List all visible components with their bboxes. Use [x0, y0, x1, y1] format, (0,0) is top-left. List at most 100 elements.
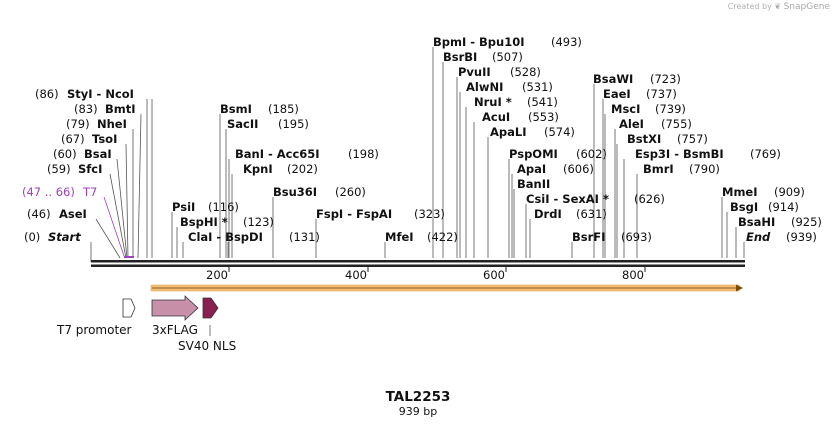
- orf-arrowhead: [736, 284, 743, 292]
- site-pos: (195): [278, 117, 309, 131]
- site-name: PspOMI: [509, 147, 558, 161]
- site-pos: (631): [576, 207, 607, 221]
- site-pos: (86): [35, 87, 59, 101]
- snapgene-logo-icon: ❦: [774, 2, 782, 11]
- axis-tick-label: 600: [483, 268, 505, 282]
- site-name: BpmI - Bpu10I: [433, 35, 525, 49]
- backbone-top: [91, 260, 745, 263]
- site-pos: (260): [335, 185, 366, 199]
- site-pos: (131): [289, 230, 320, 244]
- site-name: MscI: [611, 102, 640, 116]
- site-pos: (737): [646, 87, 677, 101]
- site-name: BanII: [517, 177, 550, 191]
- site-pos: (626): [634, 192, 665, 206]
- plasmid-name: TAL2253: [386, 389, 451, 405]
- site-pos: (602): [576, 147, 607, 161]
- site-name: BsaHI: [738, 215, 775, 229]
- axis-tick-marks: [228, 267, 646, 272]
- site-pos: (422): [427, 230, 458, 244]
- site-name: NruI *: [474, 95, 512, 109]
- site-pos: (723): [650, 72, 681, 86]
- site-pos: (493): [551, 35, 582, 49]
- site-pos: (755): [661, 117, 692, 131]
- site-name: PvuII: [458, 65, 491, 79]
- site-pos: (528): [510, 65, 541, 79]
- feature-label-t7-promoter: T7 promoter: [56, 323, 132, 337]
- site-name: KpnI: [243, 162, 273, 176]
- 3xflag-feature[interactable]: [151, 295, 199, 321]
- site-name: BsrBI: [443, 50, 477, 64]
- site-name: PsiI: [172, 200, 195, 214]
- snapgene-credit: Created by ❦ SnapGene: [728, 2, 830, 12]
- site-pos: (507): [492, 50, 523, 64]
- site-name: DrdI: [534, 207, 562, 221]
- site-name: AlwNI: [466, 80, 503, 94]
- credit-prefix: Created by: [727, 2, 772, 11]
- site-pos: (185): [268, 102, 299, 116]
- feature-label-sv40-nls: SV40 NLS: [178, 339, 236, 353]
- site-pos: (202): [287, 162, 318, 176]
- site-pos: (46): [27, 207, 51, 221]
- site-name: StyI - NcoI: [67, 87, 134, 101]
- t7-promoter-feature[interactable]: [122, 298, 136, 318]
- site-name: BsrFI: [572, 230, 605, 244]
- axis-tick-label: 400: [345, 268, 367, 282]
- site-pos: (790): [689, 162, 720, 176]
- site-name: AcuI: [482, 110, 510, 124]
- site-name: BanI - Acc65I: [235, 147, 320, 161]
- site-pos: (531): [522, 80, 553, 94]
- site-name: SacII: [227, 117, 258, 131]
- site-name: BmrI: [643, 162, 674, 176]
- site-pos: (59): [47, 162, 71, 176]
- leader-sfci: [109, 173, 127, 259]
- site-pos: (83): [74, 102, 98, 116]
- site-name: BspHI *: [180, 215, 228, 229]
- site-pos: (925): [791, 215, 822, 229]
- site-pos: (123): [243, 215, 274, 229]
- site-name: BmtI: [105, 102, 136, 116]
- axis-tick-label: 800: [622, 268, 644, 282]
- leader-bmti: [137, 113, 142, 259]
- site-name: Bsu36I: [273, 185, 317, 199]
- site-name: ClaI - BspDI: [188, 230, 263, 244]
- site-pos: (198): [348, 147, 379, 161]
- site-pos: (693): [621, 230, 652, 244]
- t7site-name[interactable]: T7: [82, 185, 97, 199]
- site-pos: (739): [655, 102, 686, 116]
- site-pos: (79): [66, 117, 90, 131]
- sv40-nls-feature[interactable]: [202, 297, 219, 319]
- site-pos: (909): [774, 185, 805, 199]
- site-pos: (323): [414, 207, 445, 221]
- site-name: MfeI: [385, 230, 414, 244]
- site-name: BstXI: [627, 132, 661, 146]
- site-name: Esp3I - BsmBI: [635, 147, 724, 161]
- site-pos: (914): [768, 200, 799, 214]
- leader-bsai: [116, 158, 128, 259]
- site-name: EaeI: [603, 87, 631, 101]
- leader-tsoi: [125, 143, 129, 259]
- credit-brand: SnapGene: [783, 2, 830, 12]
- leader-asei: [95, 218, 121, 259]
- site-pos: (939): [786, 230, 817, 244]
- site-name: FspI - FspAI: [316, 207, 392, 221]
- site-name: BsgI: [730, 200, 758, 214]
- site-pos: (541): [527, 95, 558, 109]
- site-name: MmeI: [722, 185, 758, 199]
- site-pos: (553): [528, 110, 559, 124]
- feature-label-3xflag: 3xFLAG: [152, 323, 198, 337]
- site-leader-lines: [90, 47, 745, 262]
- site-name: BsaWI: [593, 72, 633, 86]
- axis-tick-label: 200: [206, 268, 228, 282]
- site-name: AseI: [59, 207, 87, 221]
- site-name-end: End: [746, 230, 771, 244]
- site-pos: (116): [208, 200, 239, 214]
- site-name: SfcI: [78, 162, 102, 176]
- site-name: NheI: [97, 117, 127, 131]
- site-pos: (60): [53, 147, 77, 161]
- backbone-bottom: [91, 264, 745, 267]
- t7site-range[interactable]: (47 .. 66): [22, 185, 75, 199]
- plasmid-length: 939 bp: [399, 405, 437, 418]
- site-pos: (0): [24, 230, 40, 244]
- site-pos: (769): [750, 147, 781, 161]
